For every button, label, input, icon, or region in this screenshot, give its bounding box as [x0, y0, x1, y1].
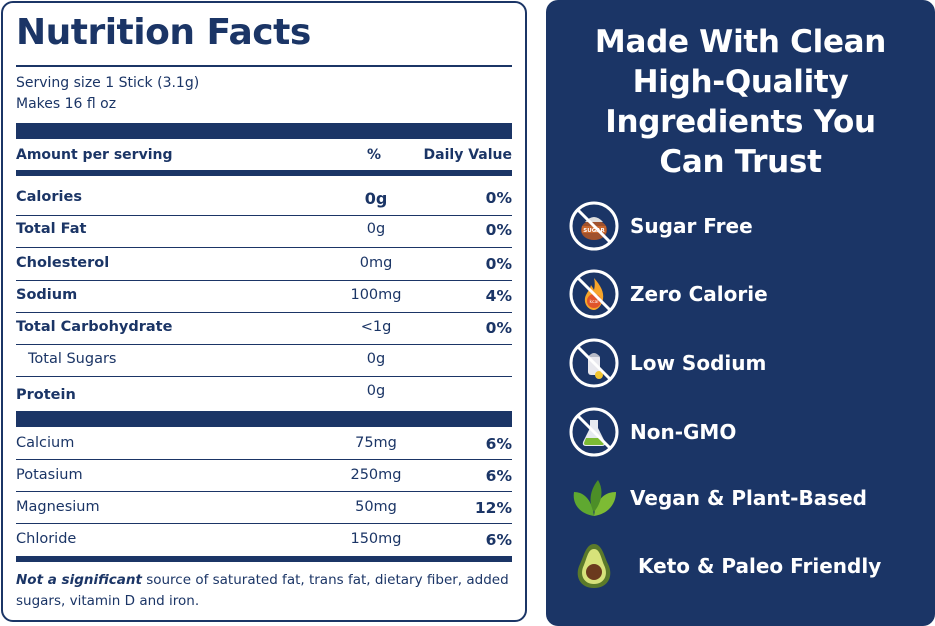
footnote-text: source of saturated fat, trans fat, diet…: [16, 572, 509, 609]
sugar-text: SUGAR: [583, 228, 605, 234]
nutrient-row-total-sugars: Total Sugars 0g: [16, 345, 512, 377]
nutrient-name: Protein: [16, 387, 76, 403]
divider: [16, 247, 512, 248]
mineral-daily-value: 12%: [474, 499, 512, 517]
feature-label: Keto & Paleo Friendly: [638, 554, 882, 578]
nutrient-name: Total Sugars: [28, 351, 117, 367]
mineral-amount: 150mg: [350, 531, 402, 547]
mineral-row-calcium: Calcium 75mg 6%: [16, 429, 512, 461]
nutrient-name: Sodium: [16, 287, 78, 303]
nutrient-row-carbohydrate: Total Carbohydrate <1g 0%: [16, 313, 512, 345]
nutrient-row-sodium: Sodium 100mg 4%: [16, 281, 512, 313]
divider: [16, 312, 512, 313]
nutrient-name: Calories: [16, 189, 82, 205]
serving-size: Serving size 1 Stick (3.1g): [16, 75, 200, 91]
column-header: Amount per serving % Daily Value: [16, 147, 512, 169]
divider: [16, 344, 512, 345]
divider: [16, 491, 512, 492]
nutrient-daily-value: 0%: [485, 319, 512, 337]
nutrient-amount: 100mg: [350, 287, 402, 303]
nutrient-daily-value: 4%: [485, 287, 512, 305]
footnote-emphasis: Not a significant: [16, 572, 142, 588]
features-panel: Made With Clean High-Quality Ingredients…: [546, 0, 935, 626]
avocado-icon: [577, 544, 611, 588]
thick-divider: [16, 411, 512, 427]
feature-sugar-free: SUGAR Sugar Free: [568, 200, 928, 254]
mineral-amount: 250mg: [350, 467, 402, 483]
feature-label: Non-GMO: [630, 420, 737, 444]
nutrient-name: Total Fat: [16, 221, 87, 237]
footnote: Not a significant source of saturated fa…: [16, 570, 516, 612]
feature-non-gmo: Non-GMO: [568, 406, 928, 460]
feature-zero-calorie: kcal Zero Calorie: [568, 268, 928, 322]
nutrient-name: Cholesterol: [16, 255, 110, 271]
divider: [16, 376, 512, 377]
features-title-line: High-Quality: [632, 64, 849, 100]
nutrient-row-calories: Calories 0g 0%: [16, 183, 512, 215]
mineral-name: Chloride: [16, 531, 77, 547]
header-daily-value: Daily Value: [423, 147, 512, 163]
makes-volume: Makes 16 fl oz: [16, 96, 117, 112]
header-percent: %: [367, 147, 382, 163]
no-calorie-icon: kcal: [569, 269, 619, 319]
features-title-line: Made With Clean: [594, 24, 887, 60]
mineral-row-chloride: Chloride 150mg 6%: [16, 525, 512, 557]
features-title-line: Can Trust: [659, 144, 822, 180]
feature-label: Vegan & Plant-Based: [630, 486, 868, 510]
feature-label: Zero Calorie: [630, 282, 768, 306]
thick-divider: [16, 170, 512, 176]
thick-divider: [16, 556, 512, 562]
divider: [16, 459, 512, 460]
nutrient-amount: 0g: [366, 221, 386, 237]
nutrition-facts-panel: [1, 1, 527, 622]
nutrient-amount: <1g: [360, 319, 392, 335]
feature-keto: Keto & Paleo Friendly: [568, 540, 928, 594]
feature-label: Sugar Free: [630, 214, 753, 238]
nutrient-daily-value: 0%: [485, 255, 512, 273]
header-amount: Amount per serving: [16, 147, 173, 163]
nutrient-daily-value: 0%: [485, 221, 512, 239]
nutrient-row-protein: Protein 0g: [16, 379, 512, 411]
nutrient-amount: 0g: [366, 383, 386, 399]
nutrient-amount: 0mg: [359, 255, 393, 271]
feature-low-sodium: Low Sodium: [568, 337, 928, 391]
mineral-name: Magnesium: [16, 499, 100, 515]
nutrient-amount: 0g: [364, 189, 388, 208]
nutrient-amount: 0g: [366, 351, 386, 367]
feature-label: Low Sodium: [630, 351, 767, 375]
divider: [16, 65, 512, 67]
mineral-daily-value: 6%: [485, 467, 512, 485]
nutrient-daily-value: 0%: [485, 189, 512, 207]
mineral-amount: 75mg: [355, 435, 397, 451]
nutrient-name: Total Carbohydrate: [16, 319, 173, 335]
divider: [16, 523, 512, 524]
mineral-daily-value: 6%: [485, 531, 512, 549]
features-title-line: Ingredients You: [605, 104, 876, 140]
nutrient-row-total-fat: Total Fat 0g 0%: [16, 215, 512, 247]
no-salt-icon: [569, 338, 619, 388]
mineral-name: Calcium: [16, 435, 75, 451]
thick-divider: [16, 123, 512, 139]
mineral-daily-value: 6%: [485, 435, 512, 453]
nutrient-row-cholesterol: Cholesterol 0mg 0%: [16, 249, 512, 281]
nutrition-title: Nutrition Facts: [16, 12, 311, 53]
divider: [16, 280, 512, 281]
mineral-amount: 50mg: [355, 499, 397, 515]
leaf-icon: [573, 480, 616, 516]
no-gmo-icon: [569, 407, 619, 457]
features-title: Made With Clean High-Quality Ingredients…: [546, 22, 935, 182]
feature-vegan: Vegan & Plant-Based: [568, 472, 928, 526]
no-sugar-icon: SUGAR: [569, 201, 619, 251]
divider: [16, 215, 512, 216]
mineral-name: Potasium: [16, 467, 83, 483]
mineral-row-potasium: Potasium 250mg 6%: [16, 461, 512, 493]
kcal-text: kcal: [589, 299, 598, 305]
mineral-row-magnesium: Magnesium 50mg 12%: [16, 493, 512, 525]
